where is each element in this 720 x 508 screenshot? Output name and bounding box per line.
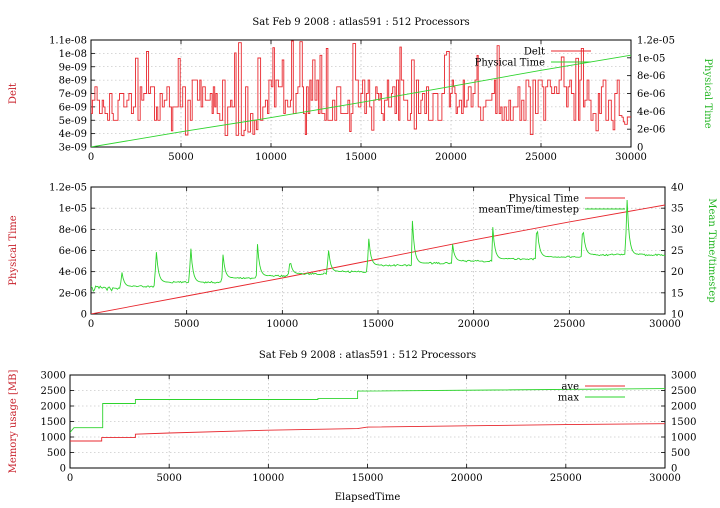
legend-label: Physical Time: [509, 194, 579, 205]
x-tick-label: 20000: [435, 152, 467, 163]
y2-tick-label: 25: [671, 246, 684, 257]
series-line-ave: [70, 423, 665, 442]
y2-tick-label: 4e-06: [637, 107, 665, 118]
y2-tick-label: 2e-06: [637, 125, 665, 136]
legend-label: meanTime/timestep: [478, 205, 579, 216]
x-tick-label: 15000: [345, 152, 377, 163]
y2-tick-label: 40: [671, 183, 684, 194]
x-tick-label: 10000: [255, 152, 287, 163]
plot-frame: [69, 374, 666, 469]
y2-tick-label: 30: [671, 225, 684, 236]
x-tick-label: 0: [88, 319, 94, 330]
y2-tick-label: 15: [671, 288, 684, 299]
y-tick-label: 4e-09: [59, 129, 87, 140]
y2-tick-label: 2500: [671, 386, 696, 397]
x-tick-label: 10000: [252, 473, 284, 484]
y2-tick-label: 10: [671, 310, 684, 321]
x-tick-label: 15000: [352, 473, 384, 484]
y-tick-label: 6e-06: [59, 246, 87, 257]
series-line-delt: [91, 40, 631, 137]
y-tick-label: 0: [81, 310, 87, 321]
y-tick-label: 3000: [41, 371, 66, 382]
y-tick-label: 2e-06: [59, 288, 87, 299]
y-tick-label: 6e-09: [59, 102, 87, 113]
y2-tick-label: 3000: [671, 371, 696, 382]
x-tick-label: 30000: [649, 319, 681, 330]
y-tick-label: 1.2e-05: [49, 183, 87, 194]
x-tick-label: 5000: [168, 152, 193, 163]
y2-tick-label: 1000: [671, 433, 696, 444]
x-tick-label: 30000: [649, 473, 681, 484]
y2-tick-label: 8e-06: [637, 71, 665, 82]
y-tick-label: 5e-09: [59, 116, 87, 127]
x-tick-label: 5000: [156, 473, 181, 484]
chart-title: Sat Feb 9 2008 : atlas591 : 512 Processo…: [259, 350, 476, 361]
series-line-physical-time: [91, 204, 665, 314]
x-tick-label: 0: [67, 473, 73, 484]
y2-tick-label: 0: [637, 143, 643, 154]
y-tick-label: 1500: [41, 417, 66, 428]
y-axis-label: Memory usage [MB]: [8, 370, 19, 474]
legend-label: ave: [561, 382, 579, 393]
x-tick-label: 20000: [451, 473, 483, 484]
chart-panel-2: 0 5000 10000 15000 20000 25000 30000 0 2e-06 4e-0…: [8, 183, 717, 331]
x-tick-label: 20000: [458, 319, 490, 330]
legend-label: max: [558, 393, 579, 404]
y-tick-label: 1e-08: [59, 49, 87, 60]
y2-tick-label: 500: [671, 448, 690, 459]
legend-label: Physical Time: [475, 58, 545, 69]
y-axis-label: Delt: [8, 83, 19, 104]
y-tick-label: 9e-09: [59, 62, 87, 73]
y-tick-label: 0: [60, 464, 66, 475]
y-tick-label: 2500: [41, 386, 66, 397]
x-tick-label: 5000: [174, 319, 199, 330]
legend-label: Delt: [524, 47, 545, 58]
x-tick-label: 25000: [550, 473, 582, 484]
series-line-meantime-timestep: [91, 199, 665, 292]
y-tick-label: 8e-06: [59, 225, 87, 236]
y-tick-label: 3e-09: [59, 143, 87, 154]
y2-tick-label: 6e-06: [637, 89, 665, 100]
x-tick-label: 25000: [525, 152, 557, 163]
y-tick-label: 1e-05: [59, 204, 87, 215]
y2-tick-label: 20: [671, 267, 684, 278]
y-tick-label: 1000: [41, 433, 66, 444]
x-tick-label: 0: [88, 152, 94, 163]
chart-panel-3: 0 5000 10000 15000 20000 25000 300000500100015…: [8, 350, 696, 503]
y2-tick-label: 1.2e-05: [637, 36, 675, 47]
y-tick-label: 1.1e-08: [49, 36, 87, 47]
x-tick-label: 30000: [615, 152, 647, 163]
series-line-physical-time: [91, 54, 631, 147]
y2-tick-label: 35: [671, 204, 684, 215]
y2-tick-label: 1500: [671, 417, 696, 428]
x-axis-label: ElapsedTime: [335, 492, 401, 503]
y-tick-label: 7e-09: [59, 89, 87, 100]
chart-panel-1: 0 5000 10000 15000 20000 25000 30000 3e-09 4e-09…: [8, 17, 713, 163]
y-axis-label: Physical Time: [8, 215, 19, 285]
series-line-max: [70, 388, 665, 433]
y-tick-label: 4e-06: [59, 267, 87, 278]
y2-axis-label: Mean Time/timestep: [706, 198, 717, 302]
y-tick-label: 2000: [41, 402, 66, 413]
x-tick-label: 10000: [266, 319, 298, 330]
y2-tick-label: 0: [671, 464, 677, 475]
y2-axis-label: Physical Time: [702, 58, 713, 128]
y-tick-label: 500: [47, 448, 66, 459]
y-tick-label: 8e-09: [59, 76, 87, 87]
y2-tick-label: 2000: [671, 402, 696, 413]
x-tick-label: 15000: [362, 319, 394, 330]
chart-title: Sat Feb 9 2008 : atlas591 : 512 Processo…: [252, 17, 469, 28]
y2-tick-label: 1e-05: [637, 53, 665, 64]
x-tick-label: 25000: [553, 319, 585, 330]
plot-frame: [90, 186, 666, 315]
